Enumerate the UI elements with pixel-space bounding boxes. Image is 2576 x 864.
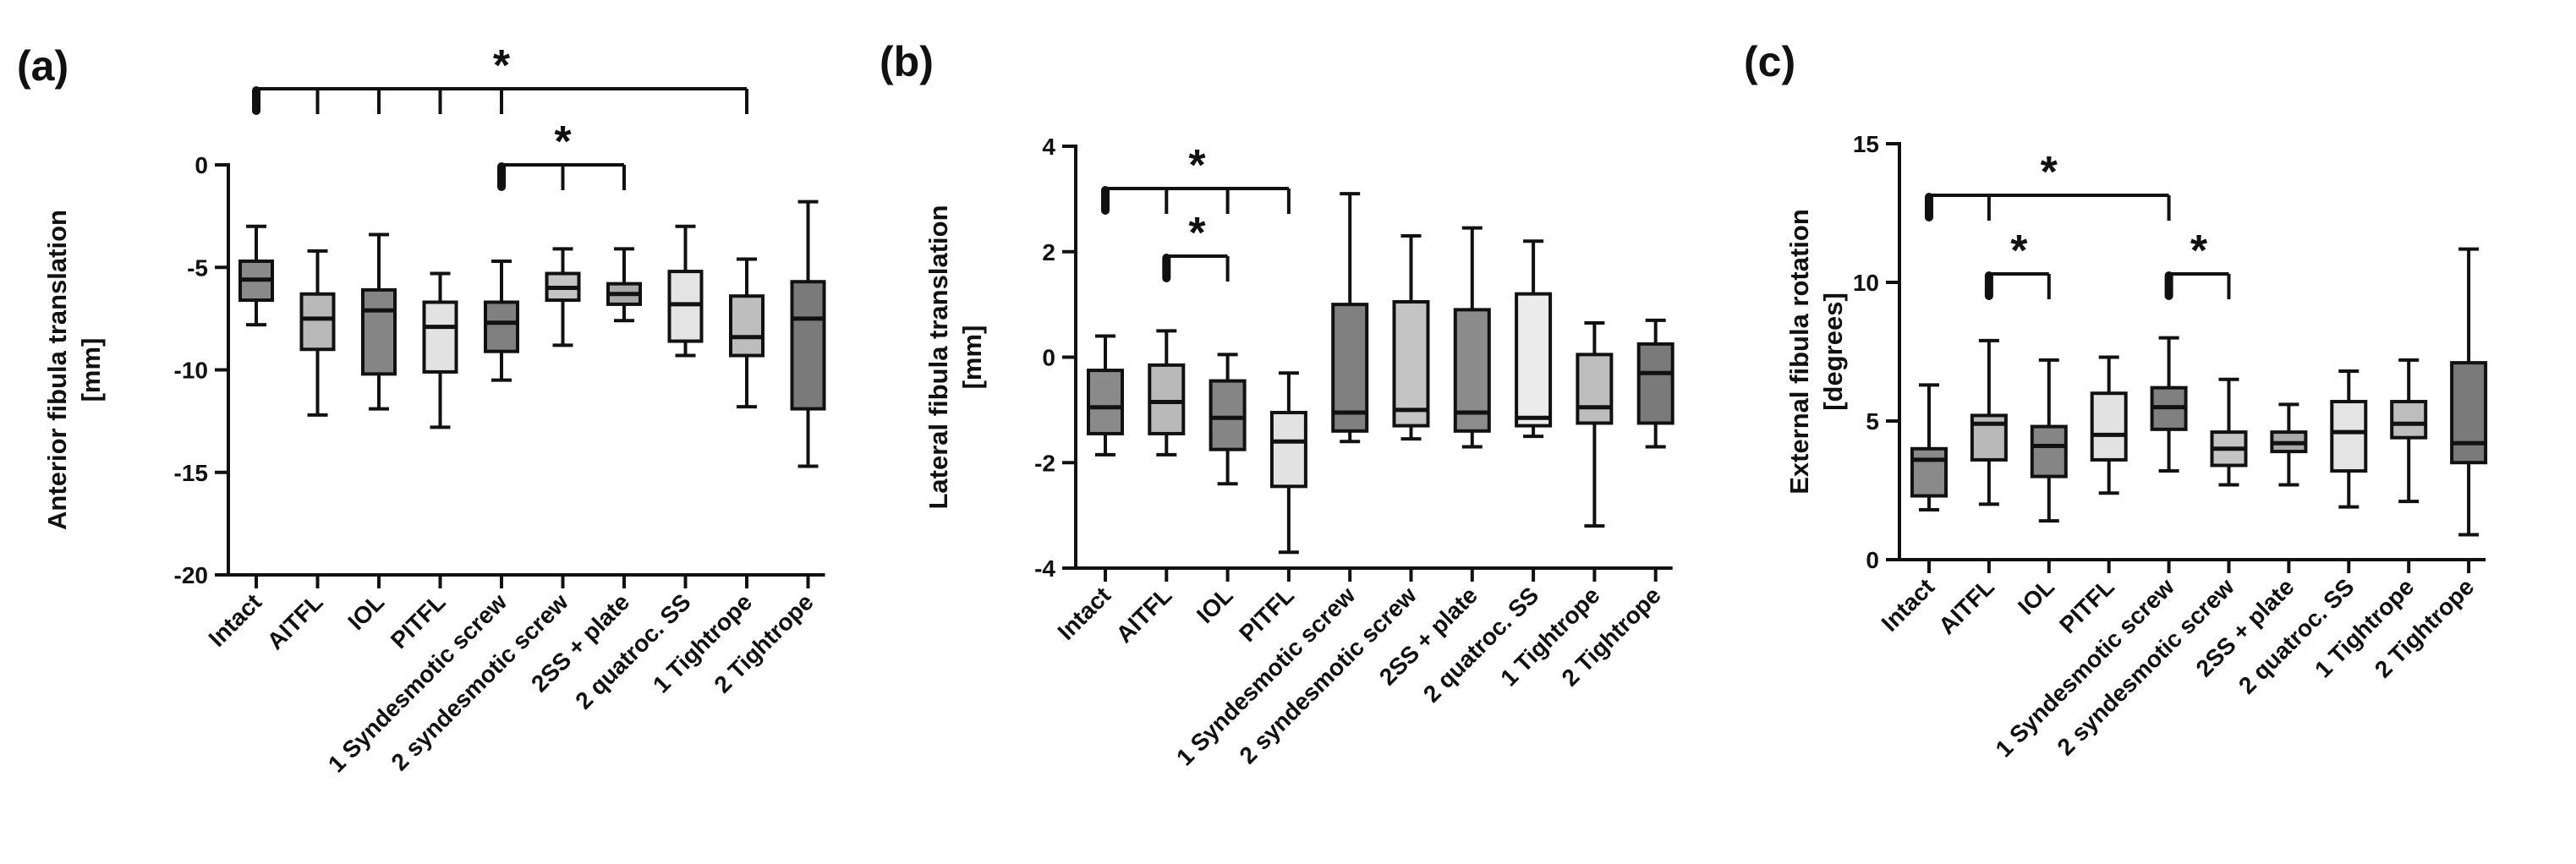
bracket-anchor xyxy=(1984,271,1993,300)
box xyxy=(1087,369,1124,435)
box xyxy=(2090,391,2128,462)
y-tick-label: 4 xyxy=(1042,134,1055,160)
bracket-anchor xyxy=(252,86,260,115)
category-label: Intact xyxy=(204,588,267,652)
box xyxy=(2330,400,2368,473)
bracket-anchor xyxy=(1162,254,1171,282)
significance-star: * xyxy=(554,118,572,167)
bracket-anchor xyxy=(1925,193,1933,221)
y-tick-label: 10 xyxy=(1853,270,1879,296)
y-tick-label: 0 xyxy=(1042,345,1055,371)
y-tick-label: -5 xyxy=(187,254,208,281)
y-tick-label: 2 xyxy=(1042,239,1055,265)
y-tick-label: 0 xyxy=(1866,547,1879,573)
box xyxy=(299,292,336,352)
y-tick-label: -10 xyxy=(174,358,208,384)
chart-panel-c: (c) External fibula rotation [degrees] 15 10… xyxy=(1744,38,2488,763)
y-tick-label: -20 xyxy=(174,562,208,588)
y-axis-title: Lateral fibula translation xyxy=(924,205,953,509)
box xyxy=(1331,303,1369,433)
y-axis-unit: [mm] xyxy=(76,338,106,402)
y-tick-label: -2 xyxy=(1034,450,1055,476)
y-axis-unit: [degrees] xyxy=(1818,293,1848,411)
y-tick-label: 5 xyxy=(1866,408,1879,435)
category-label: AITFL xyxy=(262,588,328,654)
chart-panel-a: (a) Anterior fibula translation [mm] 0 -5 -10… xyxy=(17,41,826,778)
category-label: IOL xyxy=(2013,573,2059,620)
y-tick-label: 0 xyxy=(195,152,208,178)
y-axis-unit: [mm] xyxy=(957,325,987,390)
significance-star: * xyxy=(2041,148,2058,197)
significance-star: * xyxy=(1188,141,1206,190)
category-label: AITFL xyxy=(1111,582,1177,648)
significance-star: * xyxy=(1188,209,1206,258)
box xyxy=(361,287,397,376)
bracket-anchor xyxy=(2164,271,2173,300)
y-tick-label: -15 xyxy=(174,460,208,486)
box xyxy=(484,300,519,353)
box xyxy=(1392,300,1430,428)
y-tick-label: -4 xyxy=(1034,555,1055,582)
panel-label: (c) xyxy=(1744,38,1795,85)
category-label: Intact xyxy=(1877,573,1940,637)
box xyxy=(1636,342,1674,425)
category-label: IOL xyxy=(343,588,389,635)
box xyxy=(2030,424,2068,478)
category-label: Intact xyxy=(1053,582,1116,645)
y-axis-title: Anterior fibula translation xyxy=(42,210,72,530)
box xyxy=(422,300,458,374)
box xyxy=(1576,353,1614,425)
panel-label: (a) xyxy=(17,42,69,90)
category-label: IOL xyxy=(1192,582,1238,628)
box xyxy=(729,294,765,358)
box xyxy=(1209,379,1247,451)
y-tick-label: 15 xyxy=(1853,131,1879,157)
bracket-anchor xyxy=(1101,186,1110,215)
box xyxy=(1269,410,1307,489)
box xyxy=(1910,446,1948,498)
box xyxy=(1148,363,1186,435)
box xyxy=(2390,400,2428,440)
chart-panel-b: (b) Lateral fibula translation [mm] 4 2 0 -2 -4… xyxy=(880,38,1674,771)
box xyxy=(1515,292,1553,428)
significance-star: * xyxy=(493,41,511,90)
box xyxy=(790,280,826,411)
panel-label: (b) xyxy=(880,38,934,85)
box xyxy=(2450,361,2488,465)
y-axis-title: External fibula rotation xyxy=(1784,209,1814,495)
category-label: AITFL xyxy=(1933,573,1999,639)
significance-star: * xyxy=(2190,227,2208,276)
bracket-anchor xyxy=(497,162,506,191)
significance-star: * xyxy=(2010,227,2028,276)
